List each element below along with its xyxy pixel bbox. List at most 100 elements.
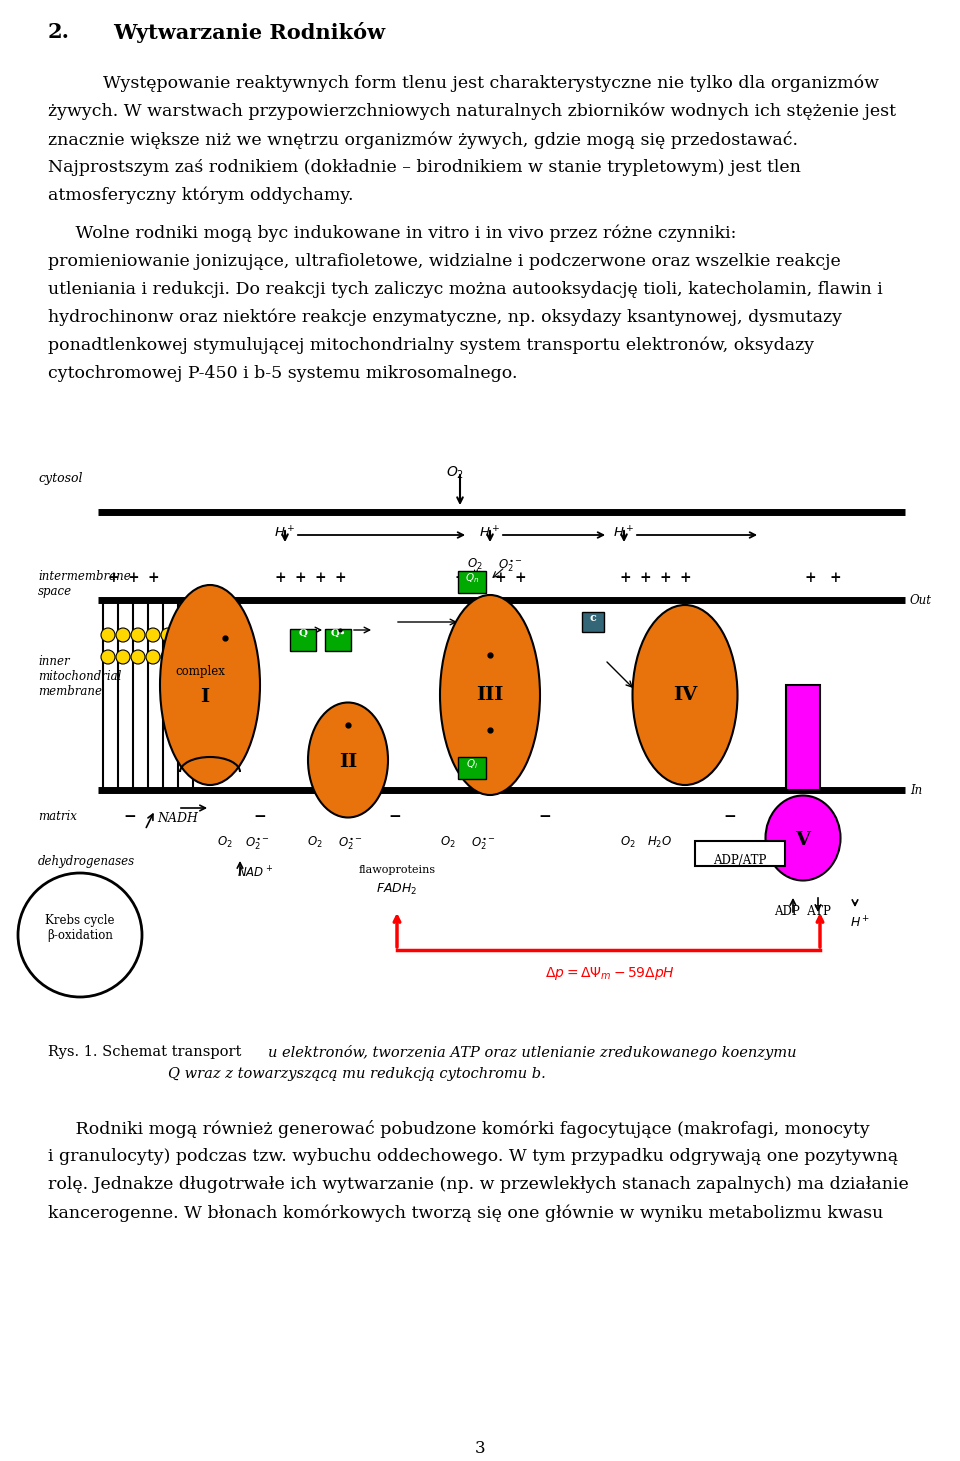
Text: IV: IV: [673, 687, 697, 704]
Text: +: +: [639, 571, 651, 584]
Bar: [786, 685, 820, 790]
Text: +: +: [804, 571, 816, 584]
Circle shape: [146, 628, 160, 641]
Text: I: I: [201, 688, 209, 706]
Text: +: +: [454, 571, 466, 584]
Bar: [582, 612, 604, 633]
Bar: [325, 630, 351, 652]
Text: In: In: [910, 783, 923, 796]
Text: Krebs cycle
β-oxidation: Krebs cycle β-oxidation: [45, 915, 115, 942]
Text: Najprostszym zaś rodnikiem (dokładnie – birodnikiem w stanie trypletowym) jest t: Najprostszym zaś rodnikiem (dokładnie – …: [48, 159, 801, 175]
Text: $O_2$: $O_2$: [446, 465, 464, 482]
Circle shape: [116, 650, 130, 663]
Text: znacznie większe niż we wnętrzu organizmów żywych, gdzie mogą się przedostawać.: znacznie większe niż we wnętrzu organizm…: [48, 131, 798, 149]
Text: matrix: matrix: [38, 809, 77, 823]
Text: $O_2^{\bullet -}$: $O_2^{\bullet -}$: [245, 836, 270, 852]
Text: $Q_n$: $Q_n$: [465, 571, 479, 584]
Text: żywych. W warstwach przypowierzchniowych naturalnych zbiorników wodnych ich stęż: żywych. W warstwach przypowierzchniowych…: [48, 102, 896, 120]
Text: 3: 3: [474, 1441, 486, 1457]
Text: u elektronów, tworzenia ATP oraz utlenianie zredukowanego koenzymu: u elektronów, tworzenia ATP oraz utlenia…: [268, 1045, 797, 1061]
Text: +: +: [294, 571, 306, 584]
Circle shape: [131, 628, 145, 641]
Text: Q: Q: [299, 630, 307, 638]
Text: $FADH_2$: $FADH_2$: [376, 882, 418, 897]
Text: $O_2$: $O_2$: [440, 836, 456, 850]
Text: +: +: [679, 571, 691, 584]
Text: ADP/ATP: ADP/ATP: [713, 855, 767, 866]
Text: $\Delta p = \Delta\Psi_m - 59\Delta pH$: $\Delta p = \Delta\Psi_m - 59\Delta pH$: [545, 966, 675, 982]
Text: $O_2$: $O_2$: [620, 836, 636, 850]
Text: −: −: [794, 809, 806, 824]
Bar: [695, 842, 785, 866]
Text: inner
mitochondrial
membrane: inner mitochondrial membrane: [38, 655, 121, 698]
Text: $H^+$: $H^+$: [850, 915, 870, 931]
Text: $O_2$: $O_2$: [468, 557, 483, 573]
Text: +: +: [494, 571, 506, 584]
Text: II: II: [339, 752, 357, 771]
Text: Występowanie reaktywnych form tlenu jest charakterystyczne nie tylko dla organiz: Występowanie reaktywnych form tlenu jest…: [103, 75, 879, 92]
Ellipse shape: [765, 795, 841, 881]
Circle shape: [18, 874, 142, 996]
Text: −: −: [389, 809, 401, 824]
Ellipse shape: [308, 703, 388, 818]
Text: +: +: [660, 571, 671, 584]
Text: $H_2O$: $H_2O$: [647, 836, 673, 850]
Text: i granulocyty) podczas tzw. wybuchu oddechowego. W tym przypadku odgrywają one p: i granulocyty) podczas tzw. wybuchu odde…: [48, 1148, 899, 1164]
Text: $O_2^{\bullet -}$: $O_2^{\bullet -}$: [338, 836, 363, 852]
Text: cytochromowej P-450 i b-5 systemu mikrosomalnego.: cytochromowej P-450 i b-5 systemu mikros…: [48, 365, 517, 381]
Text: Rys. 1. Schemat transport: Rys. 1. Schemat transport: [48, 1045, 241, 1059]
Text: flawoproteins: flawoproteins: [358, 865, 436, 875]
Text: complex: complex: [175, 665, 225, 678]
Ellipse shape: [440, 595, 540, 795]
Text: III: III: [476, 687, 504, 704]
Text: $H^+$: $H^+$: [479, 524, 501, 541]
Circle shape: [101, 650, 115, 663]
Ellipse shape: [633, 605, 737, 785]
Text: +: +: [314, 571, 325, 584]
Text: +: +: [127, 571, 139, 584]
Bar: [458, 757, 486, 779]
Text: +: +: [334, 571, 346, 584]
Circle shape: [131, 650, 145, 663]
Text: +: +: [829, 571, 841, 584]
Text: NADH: NADH: [157, 812, 199, 825]
Text: $NAD^+$: $NAD^+$: [237, 865, 274, 881]
Text: $H^+$: $H^+$: [613, 524, 635, 541]
Text: Q•: Q•: [330, 630, 346, 638]
Text: +: +: [474, 571, 486, 584]
Text: +: +: [619, 571, 631, 584]
Text: hydrochinonw oraz niektóre reakcje enzymatyczne, np. oksydazy ksantynowej, dysmu: hydrochinonw oraz niektóre reakcje enzym…: [48, 308, 842, 326]
Text: +: +: [147, 571, 158, 584]
Circle shape: [116, 628, 130, 641]
Text: V: V: [796, 831, 810, 849]
Text: $Q_i$: $Q_i$: [466, 757, 478, 771]
Text: Out: Out: [910, 593, 932, 606]
Text: $H^+$: $H^+$: [275, 524, 296, 541]
Text: −: −: [539, 809, 551, 824]
Text: promieniowanie jonizujące, ultrafioletowe, widzialne i podczerwone oraz wszelkie: promieniowanie jonizujące, ultrafioletow…: [48, 253, 841, 270]
Text: 2.: 2.: [48, 22, 70, 42]
Bar: [458, 571, 486, 593]
Text: cytosol: cytosol: [38, 472, 83, 485]
Text: +: +: [108, 571, 119, 584]
Text: $O_2$: $O_2$: [217, 836, 233, 850]
Circle shape: [146, 650, 160, 663]
Text: $O_2$: $O_2$: [307, 836, 323, 850]
Circle shape: [161, 650, 175, 663]
Text: Wolne rodniki mogą byc indukowane in vitro i in vivo przez różne czynniki:: Wolne rodniki mogą byc indukowane in vit…: [48, 225, 736, 243]
Circle shape: [161, 628, 175, 641]
Bar: [290, 630, 316, 652]
Text: −: −: [253, 809, 266, 824]
Text: c: c: [589, 612, 596, 622]
Text: utleniania i redukcji. Do reakcji tych zaliczyc można autooksydację tioli, katec: utleniania i redukcji. Do reakcji tych z…: [48, 281, 883, 298]
Text: rolę. Jednakze długotrwałe ich wytwarzanie (np. w przewlekłych stanach zapalnych: rolę. Jednakze długotrwałe ich wytwarzan…: [48, 1176, 909, 1194]
Text: Rodniki mogą również generować pobudzone komórki fagocytujące (makrofagi, monocy: Rodniki mogą również generować pobudzone…: [48, 1121, 870, 1138]
Text: dehydrogenases: dehydrogenases: [38, 855, 135, 868]
Text: intermembrane
space: intermembrane space: [38, 570, 131, 598]
Text: Wytwarzanie Rodników: Wytwarzanie Rodników: [113, 22, 385, 42]
Text: $O_2^{\bullet -}$: $O_2^{\bullet -}$: [470, 836, 495, 852]
Circle shape: [101, 628, 115, 641]
Text: +: +: [515, 571, 526, 584]
Text: Q wraz z towarzyszącą mu redukcją cytochromu b.: Q wraz z towarzyszącą mu redukcją cytoch…: [168, 1067, 545, 1081]
Text: kancerogenne. W błonach komórkowych tworzą się one głównie w wyniku metabolizmu : kancerogenne. W błonach komórkowych twor…: [48, 1204, 883, 1221]
